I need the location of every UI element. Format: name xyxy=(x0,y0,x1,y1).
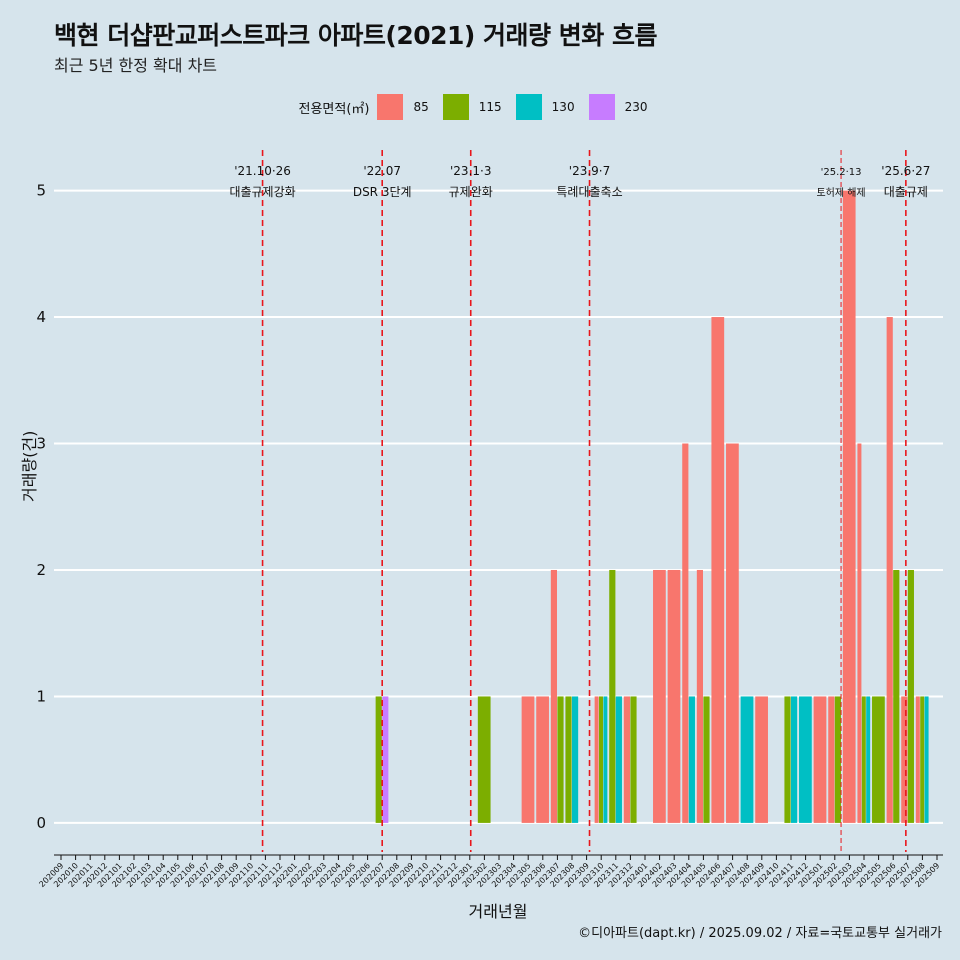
event-name-label-5: 토허제 해제 xyxy=(816,186,865,199)
y-tick-label: 0 xyxy=(36,814,46,832)
legend-swatch-85 xyxy=(377,94,404,120)
bar-130-202412 xyxy=(799,696,812,823)
event-name-label-6: 대출규제 xyxy=(884,185,928,199)
bar-115-202508 xyxy=(920,696,925,823)
bar-115-202405 xyxy=(703,696,710,823)
bar-130-202504 xyxy=(866,696,871,823)
legend-label-130: 130 xyxy=(551,100,575,114)
bar-85-202312 xyxy=(623,696,630,823)
y-tick-label: 4 xyxy=(36,308,46,326)
bar-85-202405 xyxy=(696,569,703,823)
bar-85-202506 xyxy=(886,317,893,823)
bar-130-202404 xyxy=(688,696,695,823)
legend-label-230: 230 xyxy=(624,100,648,114)
bar-115-202311 xyxy=(609,569,616,823)
bar-115-202504 xyxy=(861,696,866,823)
y-tick-label: 3 xyxy=(36,435,46,453)
bar-130-202508 xyxy=(924,696,929,823)
bar-85-202306 xyxy=(536,696,549,823)
chart-title: 백현 더샵판교퍼스트파크 아파트(2021) 거래량 변화 흐름 xyxy=(54,21,657,50)
bar-230-202207 xyxy=(382,696,389,823)
bar-115-202207 xyxy=(375,696,382,823)
bar-115-202308 xyxy=(565,696,572,823)
bar-115-202310 xyxy=(599,696,603,823)
bar-130-202408 xyxy=(740,696,754,823)
bar-85-202502 xyxy=(828,696,835,823)
event-name-label-3: 규제완화 xyxy=(449,185,493,199)
bar-130-202311 xyxy=(615,696,622,823)
bar-115-202502 xyxy=(834,696,841,823)
event-date-label-2: '22.07 xyxy=(363,164,401,178)
bar-85-202508 xyxy=(915,696,920,823)
event-date-label-1: '21.10·26 xyxy=(234,164,291,178)
y-tick-label: 5 xyxy=(36,182,46,200)
bar-85-202310 xyxy=(594,696,599,823)
bar-85-202404 xyxy=(682,443,689,823)
bar-85-202507 xyxy=(901,696,908,823)
event-date-label-3: '23.1·3 xyxy=(450,164,491,178)
x-axis-label: 거래년월 xyxy=(468,902,528,921)
bar-85-202307 xyxy=(550,569,557,823)
bar-85-202305 xyxy=(521,696,535,823)
event-date-label-4: '23.9·7 xyxy=(569,164,610,178)
legend-item-230: 230 xyxy=(588,94,648,120)
source-caption: ©디아파트(dapt.kr) / 2025.09.02 / 자료=국토교통부 실… xyxy=(578,926,942,941)
bar-115-202312 xyxy=(630,696,637,823)
bar-85-202409 xyxy=(755,696,768,823)
legend-swatch-115 xyxy=(442,94,469,120)
y-tick-label: 1 xyxy=(36,687,46,705)
bar-115-202307 xyxy=(557,696,564,823)
bar-130-202411 xyxy=(791,696,798,823)
chart-subtitle: 최근 5년 한정 확대 차트 xyxy=(54,56,218,75)
event-name-label-4: 특례대출축소 xyxy=(556,185,622,199)
legend-label-85: 85 xyxy=(413,100,429,114)
event-name-label-2: DSR 3단계 xyxy=(353,185,412,199)
event-date-label-6: '25.6·27 xyxy=(881,164,930,178)
y-tick-label: 2 xyxy=(36,561,46,579)
legend-title: 전용면적(㎡) xyxy=(298,101,370,117)
bar-115-202507 xyxy=(907,569,914,823)
bar-115-202302 xyxy=(477,696,491,823)
legend-swatch-130 xyxy=(515,94,542,120)
event-date-label-5: '25.2·13 xyxy=(821,167,862,178)
bar-85-202403 xyxy=(667,569,681,823)
legend-item-115: 115 xyxy=(442,94,502,120)
bar-85-202402 xyxy=(653,569,666,823)
bar-115-202506 xyxy=(893,569,900,823)
bar-130-202310 xyxy=(603,696,608,823)
bar-85-202407 xyxy=(726,443,739,823)
bar-85-202503 xyxy=(842,190,856,823)
bar-85-202406 xyxy=(711,317,725,823)
legend-swatch-230 xyxy=(588,94,615,120)
legend-item-130: 130 xyxy=(515,94,575,120)
y-axis-label: 거래량(건) xyxy=(20,430,39,502)
bar-130-202308 xyxy=(572,696,579,823)
event-name-label-1: 대출규제강화 xyxy=(229,185,295,199)
legend: 전용면적(㎡) 85 115 130 230 xyxy=(0,92,960,122)
bar-115-202411 xyxy=(784,696,791,823)
legend-item-85: 85 xyxy=(377,94,429,120)
legend-label-115: 115 xyxy=(478,100,502,114)
bar-85-202501 xyxy=(813,696,827,823)
bar-85-202504 xyxy=(857,443,862,823)
bar-115-202505 xyxy=(872,696,885,823)
